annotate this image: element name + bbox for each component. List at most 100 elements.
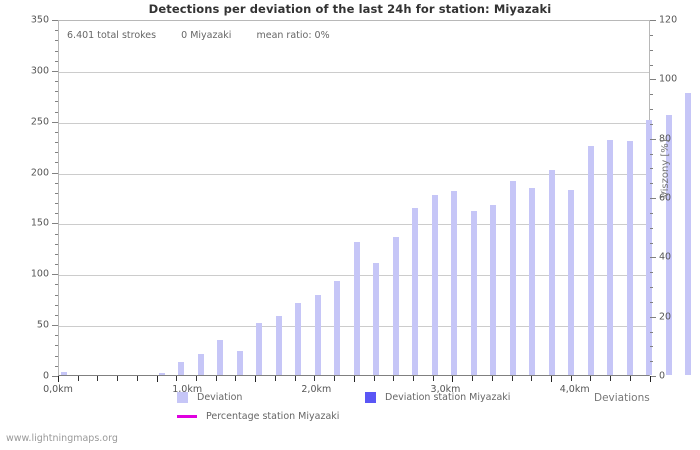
y2-axis-tick-major [650, 257, 656, 259]
annotation-mean-ratio: mean ratio: 0% [256, 30, 330, 41]
bar [529, 187, 535, 375]
x-axis-tick-minor [629, 376, 631, 381]
bar [490, 205, 496, 375]
x-axis-tick-major [551, 376, 552, 382]
y-axis-right: 0 20 40 60 80 100 120 [650, 15, 700, 382]
x-axis-label: 2,0km [301, 384, 332, 395]
y-axis-tick-minor [55, 131, 58, 133]
legend-line-percentage-station [177, 415, 197, 418]
legend-item-deviation-station: Deviation station Miyazaki [365, 392, 510, 403]
bar [276, 316, 282, 375]
x-axis-tick-minor [393, 376, 395, 381]
legend-item-deviation: Deviation [177, 392, 242, 403]
chart-legend: Deviation Deviation station Miyazaki Per… [0, 392, 700, 432]
y-axis-tick-minor [55, 152, 58, 154]
y-axis-tick-minor [55, 162, 58, 164]
bar [217, 340, 223, 375]
x-axis-tick-major [452, 376, 454, 382]
x-axis: 0,0km 1,0km 2,0km 3,0km 4,0km [43, 376, 651, 406]
y-axis-tick-minor [55, 284, 58, 286]
bar [198, 353, 204, 375]
y-axis-tick-major [52, 274, 58, 276]
y-axis-tick-major [52, 121, 58, 123]
y2-axis-tick-minor [650, 227, 653, 229]
legend-label-percentage-station: Percentage station Miyazaki [206, 411, 340, 422]
y2-axis-tick-minor [650, 287, 653, 288]
y2-axis-tick-major [650, 79, 656, 81]
y-axis-tick-minor [55, 243, 58, 245]
y-axis-label: 250 [30, 116, 49, 128]
bar [315, 294, 321, 375]
y2-axis-label: 20 [659, 311, 672, 323]
y-axis-tick-minor [55, 213, 58, 215]
y-axis-label: 100 [30, 268, 49, 280]
y-axis-label: 350 [30, 14, 49, 26]
x-axis-tick-minor [373, 376, 375, 381]
bar [237, 350, 243, 375]
bar [666, 114, 672, 375]
y2-axis-label: 40 [659, 251, 672, 263]
x-axis-tick-minor [412, 376, 414, 381]
bar [432, 194, 438, 375]
y-axis-tick-minor [55, 253, 58, 255]
x-axis-tick-major [58, 376, 59, 382]
y2-axis-tick-minor [650, 123, 653, 125]
y-axis-tick-minor [55, 81, 58, 83]
legend-label-deviation-station: Deviation station Miyazaki [385, 392, 511, 403]
x-axis-tick-minor [610, 376, 612, 381]
y2-axis-label: 100 [659, 73, 678, 85]
bar [295, 302, 301, 375]
bar [568, 189, 574, 375]
bar [646, 119, 652, 375]
bar [510, 180, 516, 375]
bar [61, 371, 67, 375]
plot-area: 6.401 total strokes 0 Miyazaki mean rati… [58, 20, 691, 376]
y2-axis-label: 120 [659, 14, 678, 26]
x-axis-tick-minor [531, 376, 533, 381]
x-axis-tick-major [255, 376, 257, 382]
y-axis-tick-minor [55, 203, 58, 205]
bar [393, 236, 399, 375]
y2-axis-tick-minor [650, 361, 653, 363]
x-axis-tick-major [353, 376, 355, 382]
y-axis-tick-major [52, 70, 58, 72]
bar [373, 263, 379, 375]
y-axis-tick-minor [55, 192, 58, 194]
annotation-station-count: 0 Miyazaki [181, 30, 232, 41]
annotation-total-strokes: 6.401 total strokes [67, 30, 157, 41]
x-axis-tick-minor [590, 376, 592, 381]
bar [178, 361, 184, 375]
y-axis-label: 200 [30, 167, 49, 179]
y-axis-tick-minor [55, 50, 58, 52]
gridline [59, 122, 649, 124]
y-axis-tick-minor [55, 40, 58, 42]
y-axis-tick-major [52, 20, 58, 21]
bar [412, 208, 418, 375]
plot-annotation: 6.401 total strokes 0 Miyazaki mean rati… [67, 30, 330, 41]
y-axis-label: 0 [42, 370, 49, 382]
y-axis-tick-minor [55, 60, 58, 62]
y2-axis-tick-major [650, 198, 656, 199]
bar [354, 241, 360, 375]
gridline [59, 173, 649, 175]
legend-swatch-deviation-station [365, 392, 376, 403]
bars-layer [59, 21, 691, 375]
y-axis-tick-minor [55, 142, 58, 144]
x-axis-tick-minor [77, 376, 79, 381]
x-axis-tick-minor [570, 376, 572, 381]
y2-axis-tick-minor [650, 94, 653, 96]
y2-axis-label: 60 [659, 192, 672, 204]
x-axis-tick-minor [215, 376, 217, 381]
x-axis-label: 3,0km [430, 384, 461, 395]
x-axis-tick-major [156, 376, 158, 382]
y-axis-tick-minor [55, 233, 58, 235]
y2-axis-label: 0 [659, 370, 666, 382]
y2-axis-tick-major [650, 138, 656, 140]
y-axis-label: 50 [36, 319, 49, 331]
y2-axis-tick-minor [650, 49, 653, 51]
y-axis-tick-minor [55, 101, 58, 103]
x-axis-tick-minor [314, 376, 316, 381]
y-axis-tick-major [52, 223, 58, 225]
legend-swatch-deviation [177, 392, 188, 403]
